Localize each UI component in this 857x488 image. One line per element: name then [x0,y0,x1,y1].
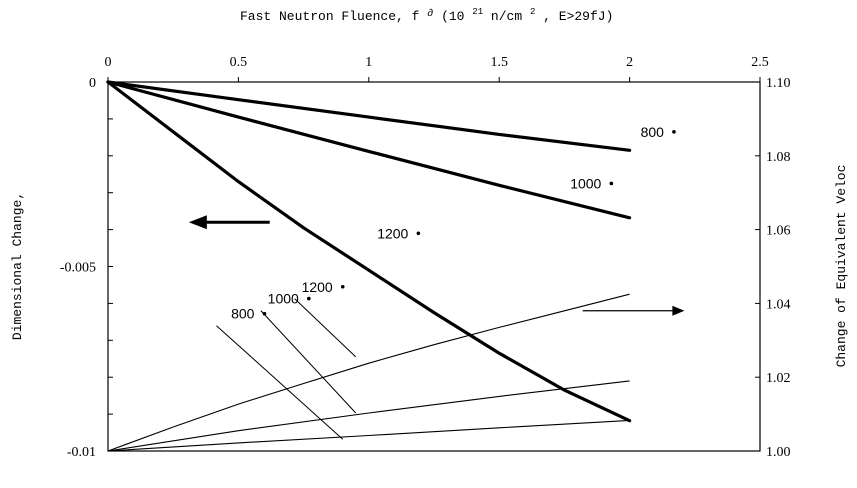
dimensional-line-1000 [106,80,632,220]
curve-label-800: 800 [641,124,665,140]
right-arrow-head [672,305,685,316]
y-tick-label: -0.005 [60,261,96,276]
curve-label-800: 800 [231,306,255,322]
y2-tick-label: 1.00 [766,445,791,460]
velocity-line-1200 [107,293,630,452]
y2-tick-label: 1.02 [766,371,791,386]
velocity-line-800 [107,419,630,452]
leader-line-800 [216,325,344,440]
x-tick-label: 1 [365,55,372,70]
label-dot-800 [262,311,267,316]
y2-tick-label: 1.08 [766,150,791,165]
curve-label-1200: 1200 [377,225,408,241]
x-tick-label: 0.5 [230,55,248,70]
label-dot-1200 [416,231,421,236]
y2-tick-label: 1.10 [766,76,791,91]
y-axis-label: Dimensional Change, [10,192,25,340]
x-tick-label: 2 [626,55,633,70]
y2-tick-label: 1.06 [766,224,791,239]
x-tick-label: 0 [105,55,112,70]
y-tick-label: -0.01 [67,445,96,460]
left-arrow-head [188,215,207,230]
curve-label-1000: 1000 [570,175,601,191]
x-tick-label: 1.5 [490,55,508,70]
title-symbol: ∂ [427,9,433,20]
x-tick-label: 2.5 [751,55,769,70]
y2-tick-label: 1.04 [766,297,791,312]
curve-label-1000: 1000 [268,291,299,307]
chart-title: Fast Neutron Fluence, f ∂ (10 21 n/cm 2 … [240,3,613,24]
label-dot-1000 [307,296,311,301]
label-dot-800 [672,130,676,134]
curve-label-1200: 1200 [302,279,333,295]
label-dot-1200 [340,284,345,289]
y-tick-label: 0 [89,76,96,91]
leader-line-1200 [294,298,357,358]
dimensional-line-1200 [106,80,632,423]
label-dot-1000 [609,181,614,186]
dimensional-line-800 [106,80,632,152]
y2-axis-label: Change of Equivalent Veloc [834,165,849,368]
velocity-line-1000 [107,380,630,452]
leader-line-1000 [260,310,357,414]
